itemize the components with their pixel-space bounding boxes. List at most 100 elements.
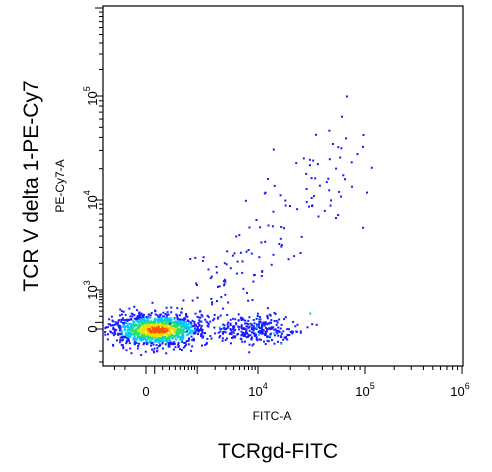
event-dot bbox=[330, 199, 332, 202]
event-dot bbox=[142, 338, 145, 341]
event-dot bbox=[200, 320, 203, 323]
event-dot bbox=[251, 299, 254, 301]
event-dot bbox=[123, 321, 126, 324]
event-dot bbox=[292, 320, 295, 323]
event-dot bbox=[232, 327, 235, 330]
event-dot bbox=[150, 321, 153, 324]
event-dot bbox=[370, 166, 373, 169]
event-dot bbox=[181, 340, 184, 343]
x-inner-axis-label: FITC-A bbox=[253, 409, 292, 423]
event-dot bbox=[264, 326, 267, 329]
event-dot bbox=[229, 318, 232, 321]
event-dot bbox=[171, 328, 174, 331]
event-dot bbox=[185, 321, 187, 324]
event-dot bbox=[273, 334, 276, 337]
event-dot bbox=[191, 319, 194, 322]
event-dot bbox=[135, 320, 138, 322]
event-dot bbox=[302, 157, 305, 160]
event-dot bbox=[156, 319, 159, 322]
event-dot bbox=[270, 321, 273, 324]
event-dot bbox=[266, 314, 269, 317]
event-dot bbox=[141, 325, 144, 328]
event-dot bbox=[286, 334, 289, 337]
event-dot bbox=[123, 325, 126, 328]
event-dot bbox=[233, 329, 236, 332]
event-dot bbox=[237, 319, 240, 322]
event-dot bbox=[209, 335, 212, 337]
event-dot bbox=[151, 321, 154, 324]
event-dot bbox=[260, 332, 263, 335]
event-dot bbox=[198, 310, 201, 313]
event-dot bbox=[255, 219, 258, 221]
event-dot bbox=[166, 337, 169, 340]
event-dot bbox=[171, 337, 174, 340]
event-dot bbox=[116, 339, 118, 342]
event-dot bbox=[185, 314, 187, 317]
event-dot bbox=[229, 322, 232, 325]
event-dot bbox=[166, 323, 169, 326]
event-dot bbox=[182, 331, 185, 334]
event-dot bbox=[156, 327, 159, 330]
event-dot bbox=[154, 310, 157, 313]
event-dot bbox=[325, 181, 328, 184]
event-dot bbox=[119, 336, 122, 339]
event-dot bbox=[162, 330, 165, 333]
event-dot bbox=[172, 343, 174, 346]
event-dot bbox=[212, 319, 215, 322]
event-dot bbox=[234, 318, 237, 321]
event-dot bbox=[170, 327, 172, 330]
event-dot bbox=[138, 318, 141, 321]
event-dot bbox=[245, 325, 248, 328]
event-dot bbox=[135, 342, 138, 345]
event-dot bbox=[137, 331, 140, 334]
event-dot bbox=[136, 320, 139, 323]
event-dot bbox=[296, 323, 299, 326]
event-dot bbox=[219, 314, 222, 317]
event-dot bbox=[150, 320, 153, 323]
event-dot bbox=[138, 312, 140, 315]
event-dot bbox=[188, 332, 191, 335]
event-dot bbox=[186, 330, 189, 333]
event-dot bbox=[116, 332, 119, 335]
event-dot bbox=[121, 332, 124, 335]
event-dot bbox=[283, 227, 285, 230]
event-dot bbox=[185, 343, 187, 346]
event-dot bbox=[168, 345, 171, 348]
event-dot bbox=[147, 333, 150, 336]
event-dot bbox=[192, 339, 195, 342]
event-dot bbox=[135, 337, 138, 340]
event-dot bbox=[177, 346, 180, 348]
event-dot bbox=[282, 338, 285, 341]
event-dot bbox=[235, 322, 237, 325]
event-dot bbox=[255, 323, 258, 326]
event-dot bbox=[187, 339, 190, 342]
event-dot bbox=[178, 332, 181, 335]
event-dot bbox=[259, 331, 261, 334]
event-dot bbox=[172, 321, 175, 324]
event-dot bbox=[293, 255, 296, 258]
event-dot bbox=[168, 335, 170, 338]
event-dot bbox=[135, 318, 138, 320]
event-dot bbox=[250, 252, 253, 255]
x-tick-label-3: 106 bbox=[450, 381, 469, 399]
event-dot bbox=[236, 260, 239, 263]
event-dot bbox=[153, 328, 156, 331]
event-dot bbox=[156, 326, 158, 329]
event-dot bbox=[248, 343, 251, 346]
event-dot bbox=[318, 184, 321, 187]
event-dot bbox=[243, 340, 246, 343]
event-dot bbox=[158, 329, 161, 332]
event-dot bbox=[242, 335, 245, 337]
event-dot bbox=[183, 317, 186, 320]
event-dot bbox=[222, 280, 225, 283]
event-dot bbox=[160, 320, 163, 323]
event-dot bbox=[187, 326, 190, 329]
event-dot bbox=[226, 337, 228, 340]
event-dot bbox=[188, 327, 190, 330]
event-dot bbox=[112, 334, 115, 337]
event-dot bbox=[138, 333, 141, 336]
event-dot bbox=[130, 330, 133, 333]
event-dot bbox=[237, 332, 240, 335]
event-dot bbox=[170, 306, 173, 309]
event-dot bbox=[171, 327, 174, 330]
